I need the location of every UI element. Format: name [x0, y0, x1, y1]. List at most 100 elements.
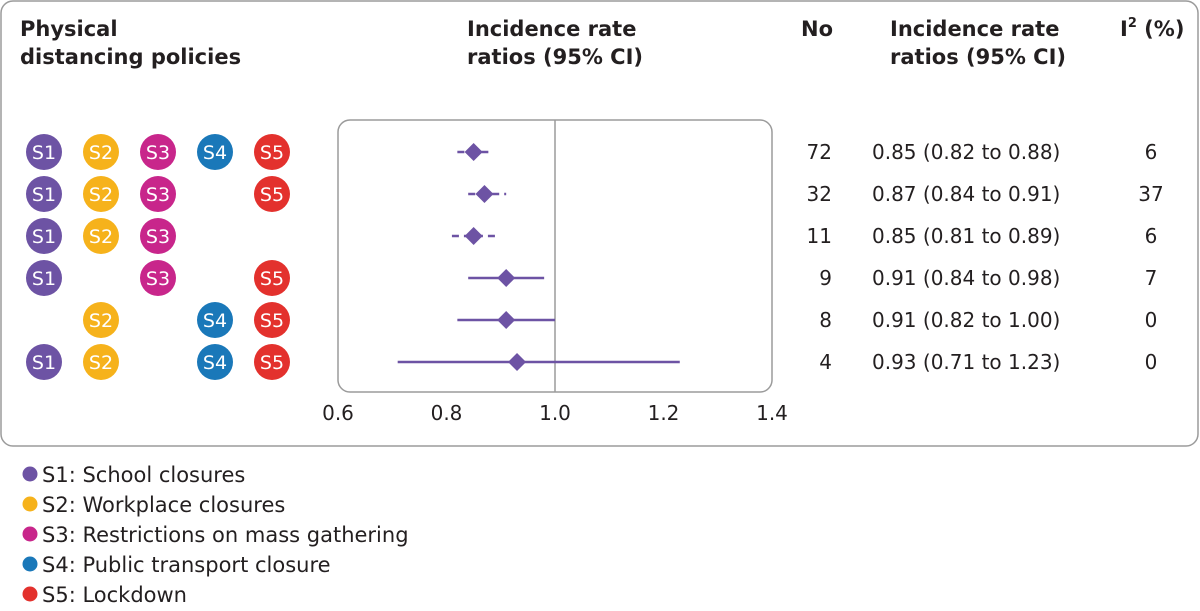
- policy-badge-label: S2: [89, 184, 113, 206]
- header-no: No: [801, 17, 833, 41]
- estimate-diamond: [475, 185, 494, 203]
- policy-badge-s5: [254, 344, 290, 380]
- ci-text: 0.87 (0.84 to 0.91): [872, 182, 1060, 206]
- estimate-diamond: [464, 227, 483, 245]
- legend-dot-s1: [22, 466, 38, 482]
- policy-badge-s5: [254, 260, 290, 296]
- policy-badge-s2: [83, 134, 119, 170]
- estimate-diamond: [497, 311, 516, 329]
- policy-badge-label: S3: [146, 142, 170, 164]
- policy-badge-label: S2: [89, 352, 113, 374]
- x-tick-label: 0.8: [431, 401, 463, 425]
- policy-badge-label: S5: [260, 268, 284, 290]
- x-tick-label: 1.0: [539, 401, 571, 425]
- legend-item-s4: S4: Public transport closure: [42, 553, 331, 577]
- policy-badge-label: S3: [146, 268, 170, 290]
- policy-badge-s4: [197, 344, 233, 380]
- i2-value: 6: [1145, 140, 1158, 164]
- ci-text: 0.93 (0.71 to 1.23): [872, 350, 1060, 374]
- header-irr-plot-line2: ratios (95% CI): [467, 45, 643, 69]
- header-policies-line2: distancing policies: [20, 45, 241, 69]
- policy-badge-label: S1: [32, 226, 56, 248]
- policy-badge-label: S5: [260, 310, 284, 332]
- ci-text: 0.85 (0.81 to 0.89): [872, 224, 1060, 248]
- policy-badge-label: S1: [32, 142, 56, 164]
- table-row: S1 S2 S3 S5 32 0.87 (0.84 to 0.91) 37: [26, 176, 1164, 212]
- header-i2-unit: (%): [1137, 17, 1185, 41]
- policy-badge-s3: [140, 260, 176, 296]
- i2-value: 0: [1145, 350, 1158, 374]
- i2-value: 0: [1145, 308, 1158, 332]
- policy-badge-label: S1: [32, 184, 56, 206]
- policy-badge-s5: [254, 176, 290, 212]
- table-row: S2 S4 S5 8 0.91 (0.82 to 1.00) 0: [83, 302, 1157, 338]
- x-tick-label: 0.6: [322, 401, 354, 425]
- policy-badge-label: S2: [89, 226, 113, 248]
- legend-item-s3: S3: Restrictions on mass gathering: [42, 523, 409, 547]
- i2-value: 37: [1138, 182, 1163, 206]
- study-count: 9: [819, 266, 832, 290]
- policy-badge-s2: [83, 218, 119, 254]
- policy-badge-label: S5: [260, 184, 284, 206]
- header-irr-plot-line1: Incidence rate: [467, 17, 636, 41]
- i2-value: 7: [1145, 266, 1158, 290]
- table-row: S1 S2 S3 11 0.85 (0.81 to 0.89) 6: [26, 218, 1157, 254]
- policy-badge-s1: [26, 134, 62, 170]
- study-count: 11: [807, 224, 832, 248]
- policy-badge-label: S2: [89, 310, 113, 332]
- policy-badge-label: S4: [203, 310, 227, 332]
- ci-text: 0.85 (0.82 to 0.88): [872, 140, 1060, 164]
- policy-badge-s3: [140, 176, 176, 212]
- policy-badge-s2: [83, 344, 119, 380]
- policy-badge-s5: [254, 134, 290, 170]
- study-count: 72: [807, 140, 832, 164]
- study-count: 8: [819, 308, 832, 332]
- policy-badge-s3: [140, 218, 176, 254]
- policy-badge-s1: [26, 260, 62, 296]
- header-policies-line1: Physical: [20, 17, 118, 41]
- policy-badge-label: S1: [32, 352, 56, 374]
- policy-badge-label: S5: [260, 352, 284, 374]
- i2-value: 6: [1145, 224, 1158, 248]
- x-tick-label: 1.4: [756, 401, 788, 425]
- estimate-diamond: [464, 143, 483, 161]
- policy-badge-s1: [26, 176, 62, 212]
- policy-badge-label: S3: [146, 226, 170, 248]
- study-count: 32: [807, 182, 832, 206]
- header-i2-base: I: [1120, 17, 1128, 41]
- policy-badge-label: S1: [32, 268, 56, 290]
- study-count: 4: [819, 350, 832, 374]
- header-irr-text-line2: ratios (95% CI): [890, 45, 1066, 69]
- policy-badge-s1: [26, 218, 62, 254]
- policy-badge-s5: [254, 302, 290, 338]
- estimate-diamond: [508, 353, 527, 371]
- legend-item-s1: S1: School closures: [42, 463, 245, 487]
- policy-badge-s4: [197, 134, 233, 170]
- legend-dot-s4: [22, 556, 38, 572]
- x-tick-label: 1.2: [648, 401, 680, 425]
- policy-badge-s4: [197, 302, 233, 338]
- header-irr-text-line1: Incidence rate: [890, 17, 1059, 41]
- policy-badge-label: S5: [260, 142, 284, 164]
- legend-dot-s3: [22, 526, 38, 542]
- legend-item-s2: S2: Workplace closures: [42, 493, 285, 517]
- ci-text: 0.91 (0.84 to 0.98): [872, 266, 1060, 290]
- estimate-diamond: [497, 269, 516, 287]
- legend-dot-s5: [22, 586, 38, 602]
- x-axis-ticks: 0.6 0.8 1.0 1.2 1.4: [322, 401, 788, 425]
- rows-layer: S1 S2 S3 S4 S5 72 0.85 (0.82 to 0.88) 6 S1 S2 S3 S5…: [26, 134, 1164, 380]
- table-row: S1 S2 S4 S5 4 0.93 (0.71 to 1.23) 0: [26, 344, 1157, 380]
- header-i2: I2 (%): [1120, 16, 1184, 41]
- ci-text: 0.91 (0.82 to 1.00): [872, 308, 1060, 332]
- policy-badge-label: S2: [89, 142, 113, 164]
- policy-badge-s2: [83, 302, 119, 338]
- table-row: S1 S3 S5 9 0.91 (0.84 to 0.98) 7: [26, 260, 1157, 296]
- policy-badge-label: S4: [203, 352, 227, 374]
- header-i2-sup: 2: [1128, 16, 1137, 31]
- legend-dot-s2: [22, 496, 38, 512]
- policy-badge-s3: [140, 134, 176, 170]
- legend: S1: School closures S2: Workplace closure…: [22, 463, 409, 607]
- policy-badge-s2: [83, 176, 119, 212]
- policy-badge-label: S4: [203, 142, 227, 164]
- table-row: S1 S2 S3 S4 S5 72 0.85 (0.82 to 0.88) 6: [26, 134, 1157, 170]
